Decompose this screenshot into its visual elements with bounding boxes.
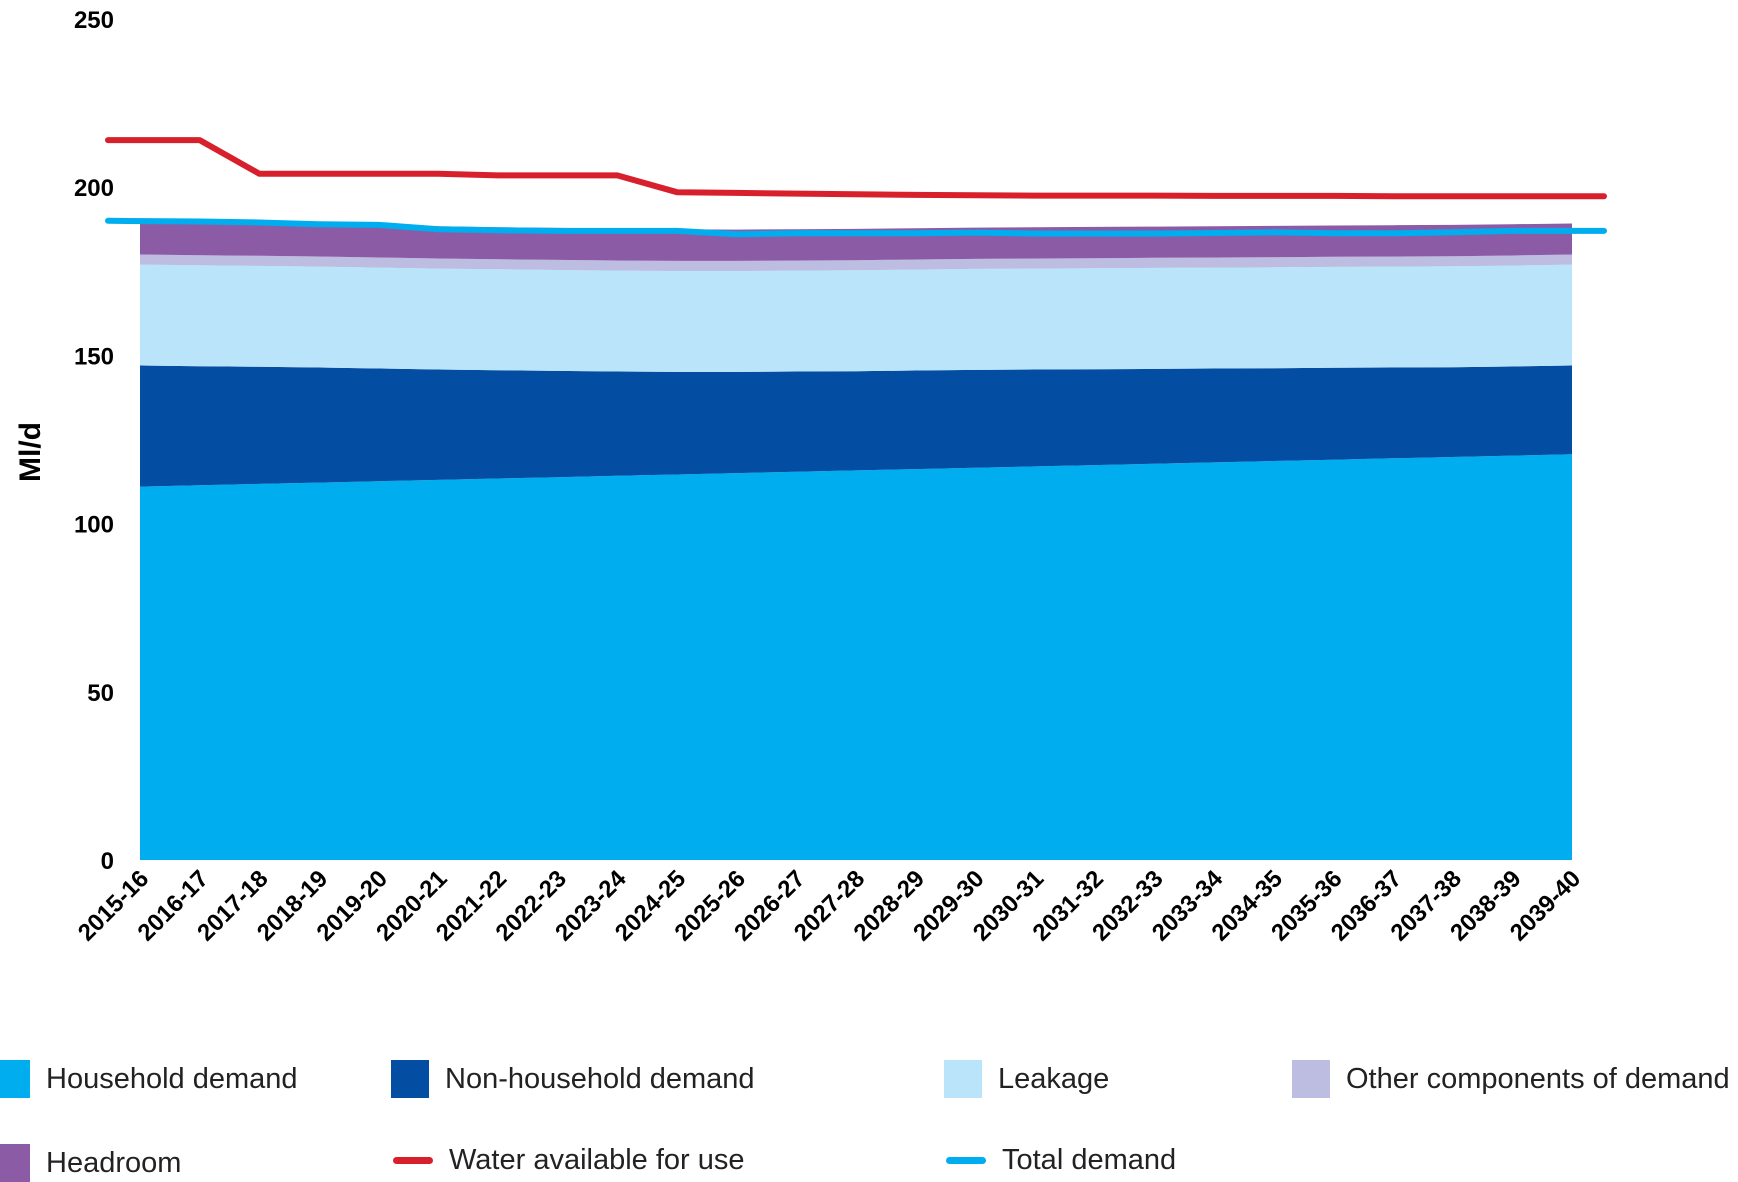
- area-layers: [140, 220, 1572, 860]
- y-tick-label: 50: [87, 680, 114, 707]
- x-axis-ticks: 2015-162016-172017-182018-192019-202020-…: [73, 865, 1586, 947]
- y-axis-label: Ml/d: [14, 422, 47, 482]
- line-water-available-for-use: [105, 137, 1607, 200]
- y-tick-label: 150: [74, 343, 114, 370]
- line-total-demand: [105, 217, 1607, 238]
- area-household-demand: [140, 454, 1572, 860]
- y-axis-ticks: 0 50 100 150 200 250: [74, 7, 114, 875]
- y-tick-label: 200: [74, 175, 114, 202]
- y-tick-label: 250: [74, 7, 114, 34]
- y-tick-label: 100: [74, 512, 114, 539]
- area-leakage: [140, 264, 1572, 372]
- area-other-components-of-demand: [140, 254, 1572, 271]
- series-lines: [105, 137, 1607, 238]
- area-non-household-demand: [140, 365, 1572, 487]
- y-tick-label: 0: [101, 848, 114, 875]
